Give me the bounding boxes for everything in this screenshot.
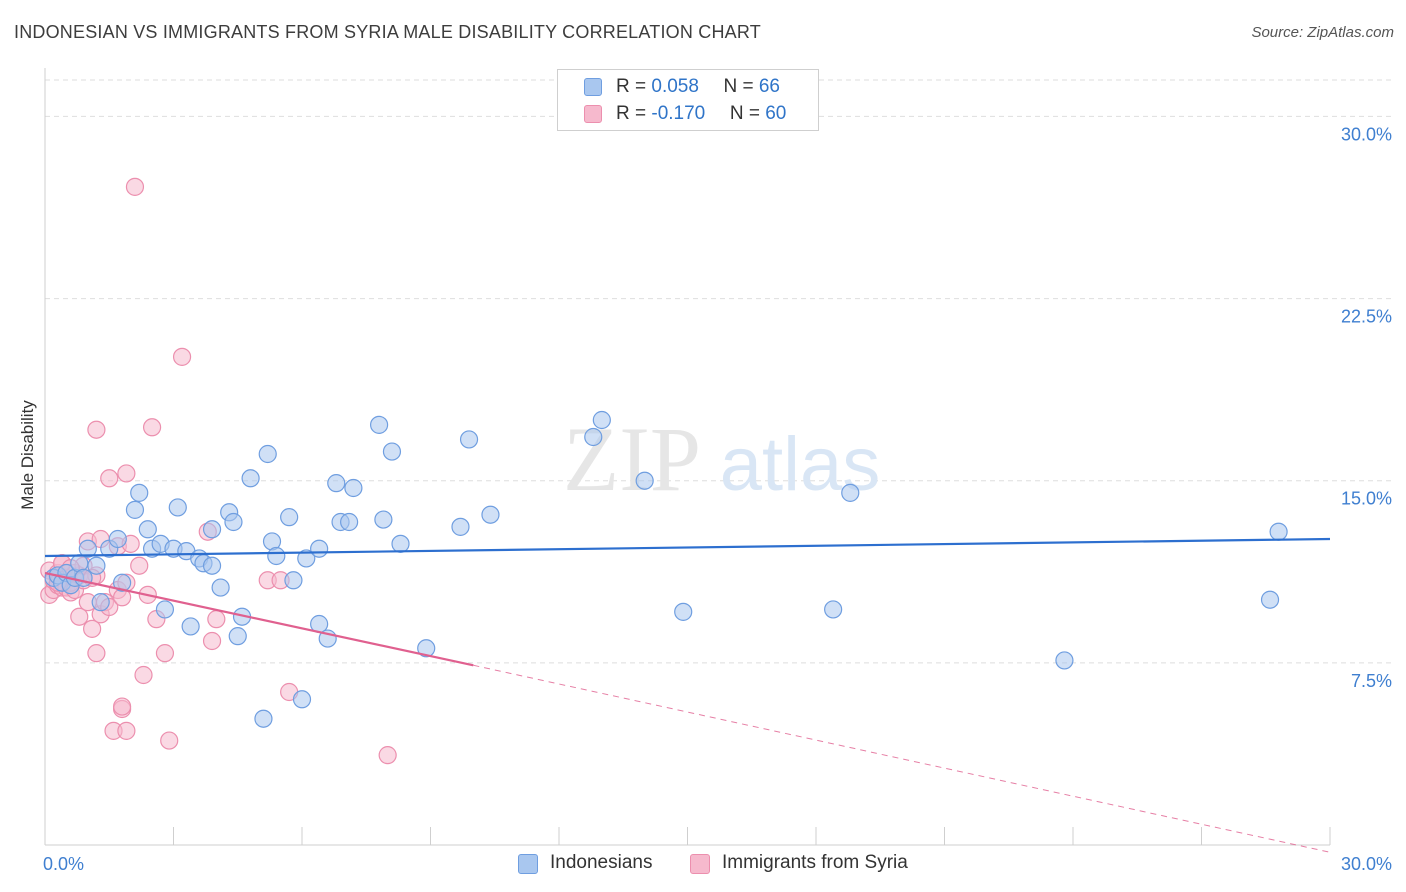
stats-row-indonesians: R = 0.058 N = 66 [558,73,818,101]
indonesians-point [1269,522,1288,541]
indonesians-point [78,539,97,558]
indonesians-legend-swatch [518,854,538,874]
n-value: 66 [758,76,780,97]
n-label: N = [723,76,759,97]
legend-label: Indonesians [550,852,653,873]
syria-point [117,464,136,483]
indonesians-point [674,602,693,621]
indonesians-point [841,483,860,502]
watermark-zip: ZIP [563,408,701,510]
indonesians-point [382,442,402,461]
indonesians-point [211,578,230,597]
indonesians-point [592,410,611,430]
r-label: R = [616,103,652,124]
syria-point [172,347,192,366]
indonesians-swatch [584,78,602,96]
y-tick-label: 22.5% [1341,307,1392,327]
indonesians-point [91,593,110,612]
r-value: -0.170 [651,103,706,124]
indonesians-point [459,430,479,449]
syria-trend-extension [473,664,1331,853]
indonesians-point [451,517,470,536]
indonesians-point [155,600,175,619]
indonesians-point [228,627,247,646]
indonesians-point [297,549,316,568]
indonesians-point [168,498,187,517]
syria-point [134,665,153,685]
legend-label: Immigrants from Syria [722,852,908,873]
n-value: 60 [765,103,787,124]
tick-label-layer: 7.5% 15.0% 22.5% 30.0% 0.0% 30.0% [43,124,1392,874]
indonesians-point [481,505,500,524]
syria-point [130,556,149,575]
indonesians-point [108,529,127,549]
syria-point [142,418,162,437]
syria-point [87,644,106,663]
indonesians-point [202,556,222,575]
indonesians-point [327,474,346,493]
indonesians-point [280,508,299,527]
syria-point [202,631,222,651]
indonesians-point [374,510,393,529]
syria-point [100,469,119,488]
indonesians-point [344,478,363,498]
r-value: 0.058 [651,76,699,97]
source-credit: Source: ZipAtlas.com [1251,24,1394,41]
syria-point [70,607,89,626]
x-tick-label: 30.0% [1341,854,1392,874]
indonesians-point [292,690,312,709]
indonesians-point [241,469,260,488]
trend-layer [44,537,1331,853]
indonesians-point [267,546,286,566]
indonesians-point [1055,651,1074,670]
y-tick-label: 7.5% [1351,671,1392,691]
syria-trend-line [44,571,474,667]
indonesians-point [130,483,149,502]
indonesians-point [584,427,603,447]
n-label: N = [729,103,766,124]
syria-point [207,610,226,629]
indonesians-point [202,520,222,539]
axis-layer [44,68,1331,846]
indonesians-point [284,571,303,590]
grid-layer [45,79,1392,664]
indonesians-point [635,471,654,490]
indonesians-point [254,709,273,728]
syria-point [112,697,132,716]
indonesians-point [138,520,157,539]
indonesians-point [74,568,93,587]
chart-title: INDONESIAN VS IMMIGRANTS FROM SYRIA MALE… [14,22,761,42]
y-tick-label: 30.0% [1341,124,1392,144]
indonesians-point [125,500,145,519]
x-tick-label: 0.0% [43,854,84,874]
syria-swatch [584,105,602,123]
syria-point [87,420,106,439]
indonesians-point [181,617,200,636]
syria-point [125,177,145,196]
indonesians-point [87,556,106,575]
syria-legend-swatch [690,854,710,874]
watermark: ZIP atlas [563,408,880,510]
syria-point [117,721,136,740]
syria-point [378,746,397,765]
syria-point [155,644,175,663]
indonesians-point [417,639,436,658]
r-label: R = [616,76,652,97]
stats-legend: R = 0.058 N = 66 R = -0.170 N = 60 [557,69,819,131]
syria-point [160,731,179,750]
indonesians-trend-line [44,537,1331,558]
y-tick-label: 15.0% [1341,489,1392,509]
syria-point [83,619,102,638]
indonesians-point [112,573,132,592]
indonesians-point [1260,590,1280,609]
indonesians-point [370,415,389,434]
indonesians-point [340,512,359,532]
indonesians-point [310,539,329,558]
indonesians-point [224,512,243,532]
stats-row-syria: R = -0.170 N = 60 [558,100,818,128]
indonesians-point [824,600,843,619]
indonesians-point [391,534,410,553]
indonesians-point [258,444,277,464]
